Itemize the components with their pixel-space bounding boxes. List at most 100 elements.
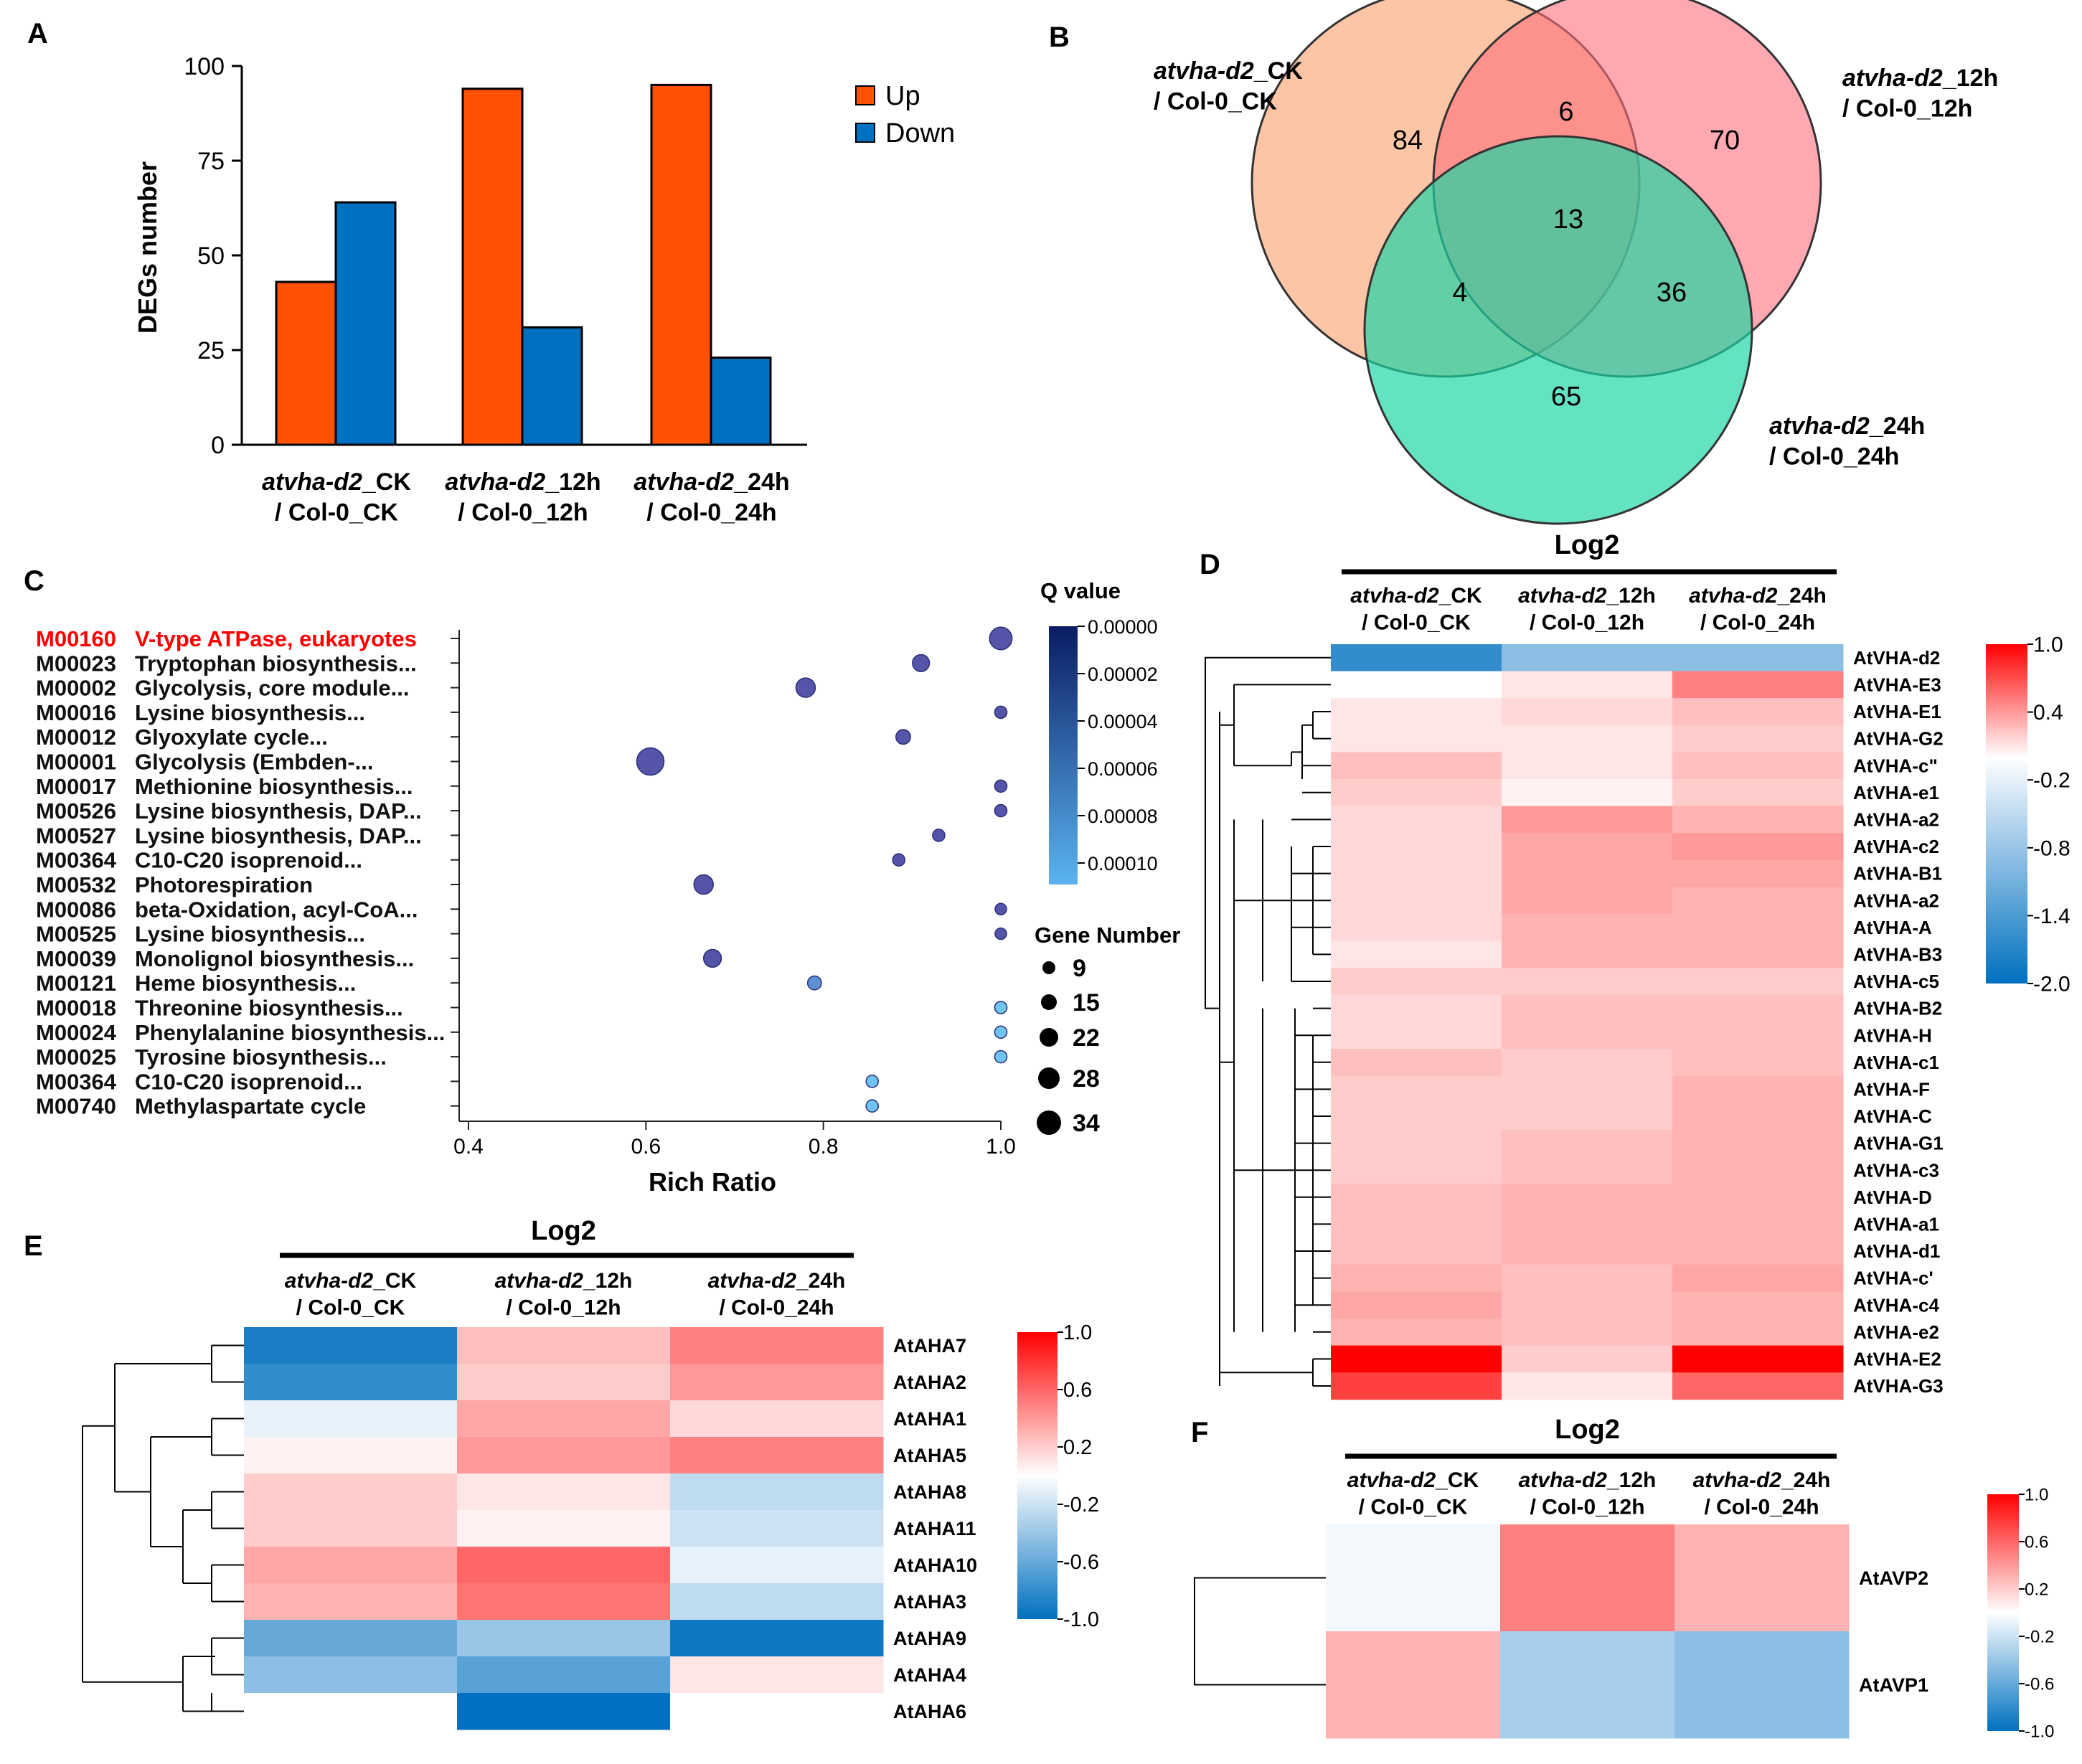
a-y-axis-label: DEGs number — [133, 161, 162, 334]
panelF-cell — [1326, 1524, 1501, 1632]
a-x-label-0-italic: atvha-d2 — [262, 468, 362, 496]
b-set-label-0-line2: / Col-0_CK — [1154, 88, 1277, 115]
a-legend-swatch-down — [855, 123, 875, 143]
panelD-row-label: AtVHA-d1 — [1853, 1240, 1940, 1262]
c-x-tick-label: 0.4 — [453, 1135, 484, 1159]
panelE-col-label-2-line2: / Col-0_24h — [719, 1296, 834, 1320]
c-term-id: M00364 — [36, 1069, 117, 1094]
panelD-cell — [1331, 1319, 1502, 1346]
panelD-dendrogram — [1205, 656, 1331, 1387]
panelE-cell — [457, 1364, 671, 1401]
c-size-legend-label: 22 — [1073, 1024, 1100, 1052]
panelD-row-label: AtVHA-B2 — [1853, 998, 1942, 1019]
panel-c-bubble-chart: 0.4 0.6 0.8 1.0 Rich Ratio M00160 V-type ATPas… — [36, 578, 1180, 1197]
c-bubble — [994, 803, 1008, 818]
panelD-col-label-2-italic: atvha-d2 — [1689, 584, 1778, 608]
panelF-col-label-0-italic: atvha-d2 — [1347, 1468, 1436, 1492]
b-set-label-0-suffix: _CK — [1253, 57, 1303, 85]
panelE-col-label-0-line1: atvha-d2_CK — [285, 1269, 417, 1293]
c-term-id: M00740 — [36, 1094, 116, 1119]
panelE-row-label: AtAHA7 — [893, 1335, 966, 1357]
c-term-id: M00017 — [36, 774, 116, 799]
panelE-cb-tick-label: -1.0 — [1063, 1608, 1099, 1631]
panelD-cell — [1502, 887, 1673, 915]
b-set-label-2-suffix: _24h — [1869, 412, 1926, 440]
panelD-cell — [1502, 1156, 1673, 1184]
panelD-col-label-1-suffix: _12h — [1606, 584, 1655, 608]
a-bar-up — [461, 88, 524, 446]
panelF-col-label-1-line2: / Col-0_12h — [1530, 1496, 1644, 1519]
c-term-id: M00526 — [36, 798, 116, 824]
c-term-id: M00023 — [36, 651, 116, 676]
panelE-col-label-1-italic: atvha-d2 — [495, 1269, 584, 1293]
panelF-col-label-1-line1: atvha-d2_12h — [1519, 1468, 1657, 1492]
panelD-cb-tick-label: -0.2 — [2033, 769, 2071, 793]
c-bubble — [932, 829, 946, 842]
panelD-cell — [1502, 994, 1673, 1022]
panelD-cell — [1331, 1372, 1502, 1400]
panelE-col-label-0-line2: / Col-0_CK — [296, 1296, 405, 1320]
panelD-cb-tick-label: 1.0 — [2033, 633, 2063, 657]
panelD-cell — [1672, 994, 1844, 1022]
panelE-colorbar — [1017, 1332, 1058, 1619]
b-venn-count-B_only: 70 — [1710, 126, 1740, 156]
c-term-name: V-type ATPase, eukaryotes — [135, 626, 417, 651]
panelF-row-label: AtAVP2 — [1859, 1567, 1928, 1589]
c-size-legend-label: 9 — [1073, 955, 1086, 982]
b-venn-count-C_only: 65 — [1551, 382, 1581, 412]
panelE-cell — [670, 1656, 884, 1694]
c-term-id: M00160 — [36, 626, 116, 651]
panelF-col-label-2-line1: atvha-d2_24h — [1693, 1468, 1831, 1492]
c-size-legend-dot — [1037, 1110, 1061, 1135]
panelD-row-label: AtVHA-a2 — [1853, 890, 1939, 911]
panelE-cell — [244, 1437, 458, 1474]
c-size-legend-dot — [1042, 961, 1055, 974]
panelD-cell — [1502, 1237, 1673, 1265]
c-q-tick-label: 0.00006 — [1088, 758, 1158, 780]
panelD-cell — [1331, 1210, 1502, 1238]
c-x-tick-label: 0.8 — [809, 1135, 839, 1159]
panel-label-c: C — [24, 565, 44, 597]
b-venn-count-BC: 36 — [1657, 278, 1687, 308]
a-x-label-2-suffix: _24h — [733, 468, 790, 496]
panelD-title: Log2 — [1555, 530, 1620, 560]
panel-label-b: B — [1049, 22, 1070, 53]
panelD-cell — [1502, 1345, 1673, 1373]
panelD-cell — [1331, 887, 1502, 915]
panelF-colorbar — [1987, 1494, 2019, 1731]
panelE-cell — [670, 1693, 884, 1730]
panel-label-d: D — [1200, 549, 1220, 580]
c-term-name: Photorespiration — [135, 872, 313, 897]
panelF-cb-tick-label: -1.0 — [2025, 1722, 2054, 1741]
c-q-tick-label: 0.00004 — [1088, 711, 1158, 732]
panelF-col-label-2-suffix: _24h — [1781, 1468, 1830, 1492]
panelD-cell — [1672, 940, 1844, 968]
panelD-cell — [1502, 752, 1673, 780]
panelE-cell — [244, 1510, 458, 1547]
panelD-cell — [1502, 859, 1673, 887]
panelD-cell — [1502, 1319, 1673, 1346]
panelF-cb-tick-label: -0.2 — [2025, 1627, 2054, 1646]
c-bubble — [994, 927, 1007, 940]
panelE-cell — [670, 1437, 884, 1474]
panelE-title: Log2 — [531, 1216, 596, 1246]
panelD-cell — [1502, 1129, 1673, 1157]
panelD-cell — [1672, 725, 1844, 753]
panelE-cell — [457, 1693, 671, 1730]
c-size-legend-dot — [1041, 994, 1057, 1010]
panel-label-a: A — [27, 18, 48, 49]
c-term-name: Tyrosine biosynthesis... — [135, 1044, 387, 1070]
panelD-cell — [1331, 859, 1502, 887]
panelD-cell — [1331, 914, 1502, 942]
panelD-cb-tick-label: -0.8 — [2033, 836, 2071, 860]
panelE-cell — [670, 1620, 884, 1657]
panelE-cell — [457, 1547, 671, 1584]
panelE-row-label: AtAHA9 — [893, 1628, 966, 1649]
panelD-cell — [1672, 671, 1844, 699]
c-bubble — [994, 705, 1008, 720]
c-term-id: M00024 — [36, 1020, 117, 1045]
panelF-cb-tick-label: -0.6 — [2025, 1674, 2054, 1694]
